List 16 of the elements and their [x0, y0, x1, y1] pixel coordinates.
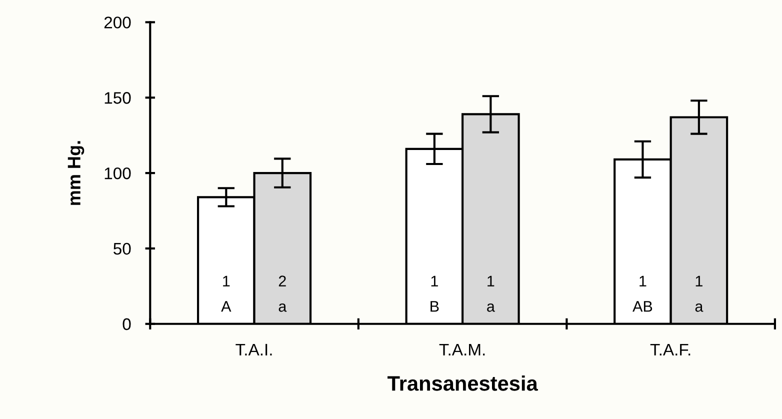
y-tick-label: 200 — [104, 16, 131, 28]
annotation: 1 B — [430, 276, 439, 312]
annotation: 1 AB — [632, 276, 652, 312]
y-tick-label: 150 — [104, 92, 131, 104]
annotation: 1 A — [221, 276, 232, 312]
annotation: 2 a — [278, 276, 287, 312]
annotation: 1 a — [695, 276, 704, 312]
annotation: 1 a — [487, 276, 495, 312]
y-tick-label: 100 — [104, 167, 131, 180]
x-axis-title: Transanestesia — [388, 376, 538, 391]
y-tick-label: 50 — [114, 242, 131, 255]
y-tick-label: 0 — [122, 318, 131, 330]
x-tick-label: T.A.F. — [650, 344, 690, 356]
y-axis-title: mm Hg. — [68, 141, 84, 205]
x-tick-label: T.A.I. — [236, 344, 272, 356]
x-tick-label: T.A.M. — [439, 344, 485, 356]
